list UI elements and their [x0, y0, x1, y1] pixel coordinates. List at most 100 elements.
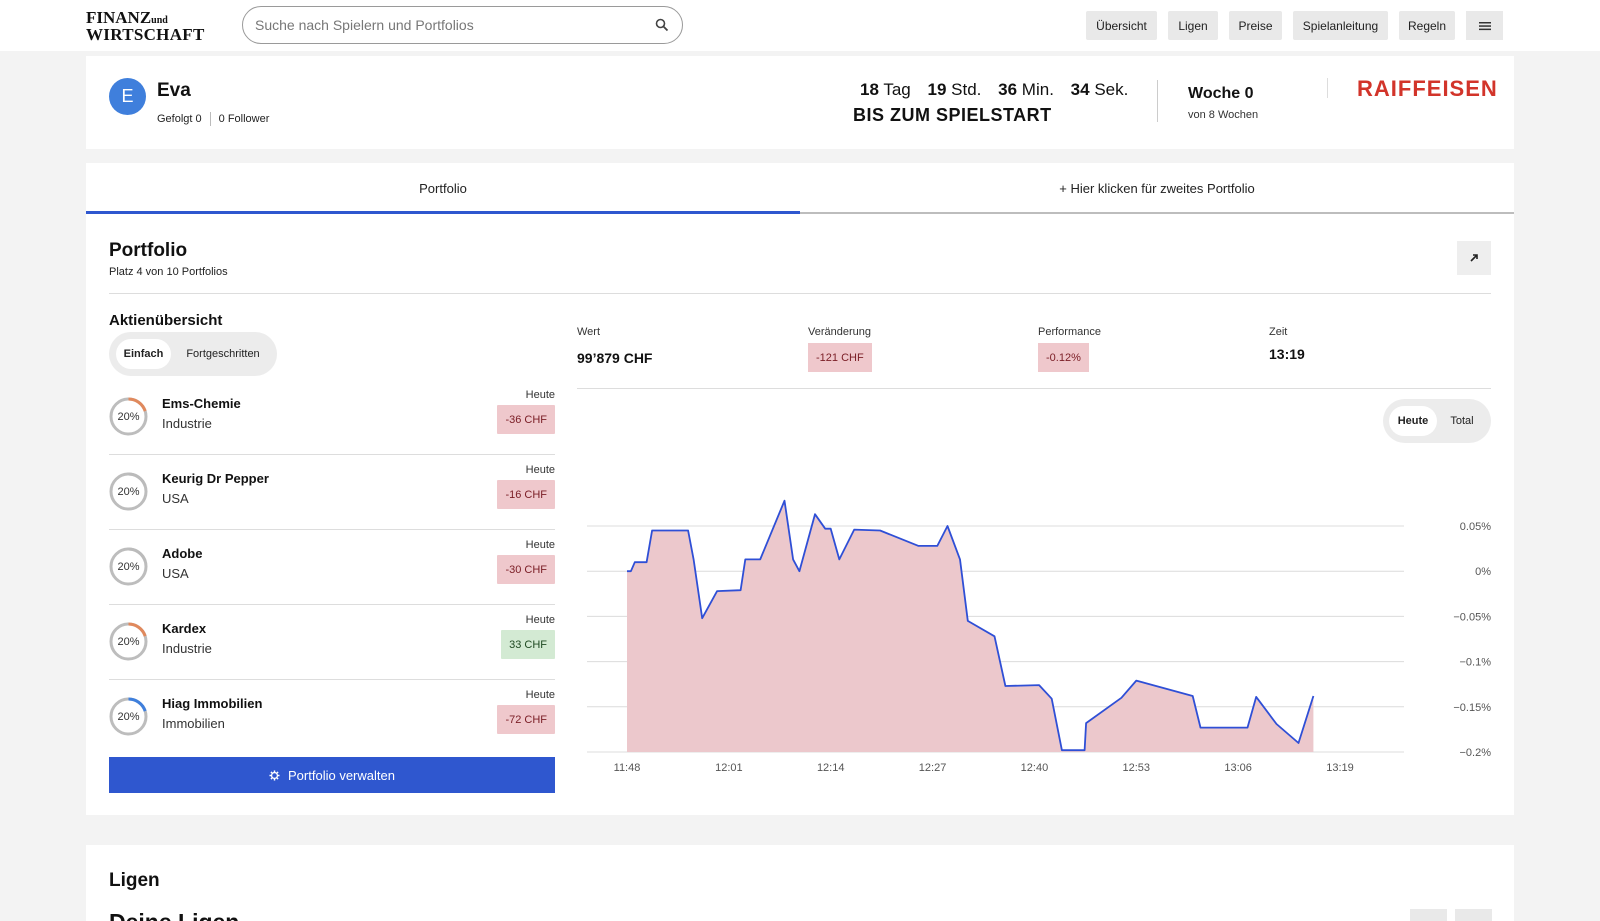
stock-sector: Industrie — [162, 641, 212, 656]
wert-value: 99’879 CHF — [577, 350, 653, 366]
search-icon[interactable] — [655, 18, 669, 32]
aktienuebersicht-title: Aktienübersicht — [109, 312, 223, 329]
stock-row[interactable]: 20% Kardex Industrie Heute 33 CHF — [109, 605, 555, 680]
stock-row[interactable]: 20% Adobe USA Heute -30 CHF — [109, 530, 555, 605]
view-fortgeschritten-option[interactable]: Fortgeschritten — [186, 348, 260, 360]
performance-chart: 0.05% 0% −0.05% −0.1% −0.15% −0.2% 11:48 12:01 1… — [587, 499, 1492, 774]
stock-change-badge: 33 CHF — [501, 630, 555, 659]
following-count[interactable]: Gefolgt 0 — [157, 113, 202, 125]
hamburger-icon — [1478, 21, 1491, 30]
weight-ring-icon — [109, 547, 148, 586]
stock-weight: 20% — [117, 710, 140, 723]
veraenderung-badge: -121 CHF — [808, 343, 872, 372]
stock-change-badge: -16 CHF — [497, 480, 555, 509]
stock-change-badge: -30 CHF — [497, 555, 555, 584]
nav-uebersicht-button[interactable]: Übersicht — [1086, 11, 1157, 40]
week-label: Woche 0 — [1188, 85, 1254, 102]
sponsor-divider — [1327, 78, 1328, 98]
user-stats: Gefolgt 0 0 Follower — [157, 112, 269, 126]
tab-portfolio[interactable]: Portfolio — [419, 181, 467, 196]
view-mode-toggle: Einfach Fortgeschritten — [109, 332, 277, 376]
x-tick-label: 12:14 — [817, 762, 845, 774]
stock-period-label: Heute — [525, 689, 555, 701]
share-button[interactable] — [1457, 241, 1491, 275]
x-tick-label: 13:19 — [1326, 762, 1354, 774]
countdown-hours-unit: Std. — [951, 80, 982, 99]
stock-period-label: Heute — [525, 389, 555, 401]
stock-name: Kardex — [162, 621, 207, 636]
y-tick-label: 0% — [1475, 566, 1491, 578]
y-tick-label: −0.1% — [1460, 657, 1492, 669]
stock-weight: 20% — [117, 560, 140, 573]
stock-period-label: Heute — [525, 614, 555, 626]
stats-divider — [209, 112, 211, 126]
stock-row[interactable]: 20% Keurig Dr Pepper USA Heute -16 CHF — [109, 455, 555, 530]
wert-label: Wert — [577, 326, 601, 338]
nav-preise-button[interactable]: Preise — [1229, 11, 1282, 40]
ligen-next-button[interactable] — [1455, 909, 1492, 921]
top-navigation-bar: FINANZund WIRTSCHAFT Übersicht Ligen Pre… — [0, 0, 1600, 51]
stock-period-label: Heute — [525, 464, 555, 476]
zeit-value: 13:19 — [1269, 346, 1305, 362]
stock-row[interactable]: 20% Ems-Chemie Industrie Heute -36 CHF — [109, 380, 555, 455]
chart-area — [627, 500, 1314, 752]
nav-spielanleitung-button[interactable]: Spielanleitung — [1293, 11, 1388, 40]
search-input[interactable] — [255, 7, 635, 43]
x-tick-label: 13:06 — [1224, 762, 1252, 774]
stock-sector: Industrie — [162, 416, 212, 431]
countdown-days-unit: Tag — [883, 80, 911, 99]
y-tick-label: −0.15% — [1453, 702, 1491, 714]
y-tick-label: 0.05% — [1460, 521, 1491, 533]
portfolio-rank: Platz 4 von 10 Portfolios — [109, 266, 228, 278]
search-box — [242, 6, 683, 44]
x-tick-label: 12:53 — [1123, 762, 1151, 774]
chart-total-option[interactable]: Total — [1450, 415, 1474, 427]
stats-divider — [577, 388, 1491, 389]
avatar[interactable]: E — [109, 78, 146, 115]
follower-count[interactable]: 0 Follower — [218, 113, 270, 125]
portfolio-verwalten-button[interactable]: Portfolio verwalten — [109, 757, 555, 793]
section-divider — [109, 293, 1491, 294]
countdown-hours: 19 — [927, 80, 947, 99]
stock-row[interactable]: 20% Hiag Immobilien Immobilien Heute -72… — [109, 680, 555, 755]
nav-regeln-button[interactable]: Regeln — [1399, 11, 1455, 40]
share-arrow-icon — [1470, 254, 1478, 262]
x-tick-label: 12:01 — [715, 762, 743, 774]
stock-name: Ems-Chemie — [162, 396, 241, 411]
tab-active-indicator — [86, 211, 800, 214]
y-tick-label: −0.2% — [1460, 747, 1492, 759]
view-einfach-option[interactable]: Einfach — [116, 339, 171, 369]
portfolio-verwalten-label: Portfolio verwalten — [288, 767, 395, 783]
weight-ring-icon — [109, 472, 148, 511]
deine-ligen-title: Deine Ligen — [109, 909, 239, 921]
nav-ligen-button[interactable]: Ligen — [1168, 11, 1218, 40]
ligen-card — [86, 845, 1514, 921]
veraenderung-label: Veränderung — [808, 326, 871, 338]
countdown-subtitle: BIS ZUM SPIELSTART — [853, 105, 1052, 125]
stock-change-badge: -36 CHF — [497, 405, 555, 434]
tab-second-portfolio[interactable]: + Hier klicken für zweites Portfolio — [1059, 181, 1255, 196]
user-name[interactable]: Eva — [157, 80, 191, 101]
countdown-days: 18 — [860, 80, 879, 99]
hamburger-menu-button[interactable] — [1466, 11, 1503, 40]
stock-weight: 20% — [117, 485, 140, 498]
countdown-seconds-unit: Sek. — [1094, 80, 1129, 99]
finanz-und-wirtschaft-logo[interactable]: FINANZund WIRTSCHAFT — [86, 9, 222, 44]
weight-ring-icon — [109, 622, 148, 661]
ligen-prev-button[interactable] — [1410, 909, 1447, 921]
gear-icon — [269, 769, 280, 781]
stock-sector: USA — [162, 566, 189, 581]
stock-sector: Immobilien — [162, 716, 225, 731]
ligen-title: Ligen — [109, 870, 160, 891]
raiffeisen-logo[interactable]: RAIFFEISEN — [1357, 76, 1498, 101]
logo-line2: WIRTSCHAFT — [86, 25, 205, 44]
stock-name: Keurig Dr Pepper — [162, 471, 269, 486]
countdown-minutes-unit: Min. — [1021, 80, 1054, 99]
zeit-label: Zeit — [1269, 326, 1288, 338]
stock-period-label: Heute — [525, 539, 555, 551]
performance-label: Performance — [1038, 326, 1101, 338]
stock-name: Hiag Immobilien — [162, 696, 263, 711]
week-sublabel: von 8 Wochen — [1188, 109, 1259, 121]
weight-ring-icon — [109, 697, 148, 736]
chart-heute-option[interactable]: Heute — [1389, 406, 1437, 436]
